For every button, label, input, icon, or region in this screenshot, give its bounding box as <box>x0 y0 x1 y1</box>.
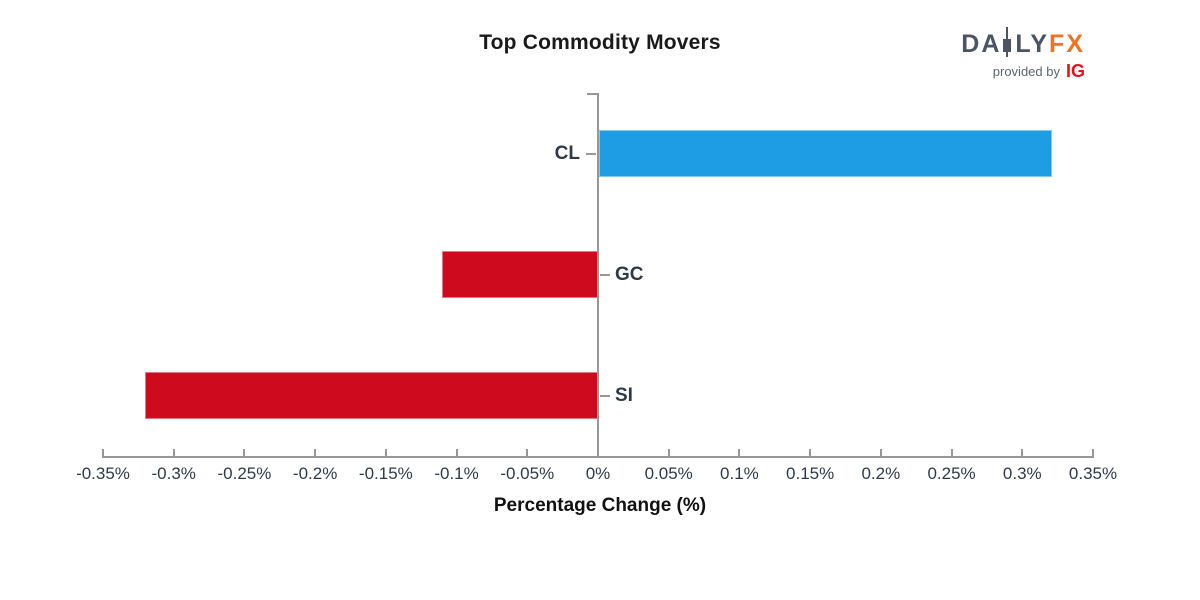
x-tick-label: -0.35% <box>76 464 130 483</box>
x-tick <box>738 449 741 456</box>
x-tick <box>950 449 953 456</box>
category-label-si: SI <box>615 385 633 406</box>
x-tick-label: -0.3% <box>151 464 196 483</box>
bar-cl <box>599 130 1052 177</box>
category-tick-cl <box>586 153 596 155</box>
dailyfx-logo: DA LY FX provided by IG <box>961 27 1085 82</box>
zero-axis-line <box>597 93 599 456</box>
x-tick <box>455 449 458 456</box>
provided-by-row: provided by IG <box>961 61 1085 82</box>
x-tick-label: 0% <box>585 464 611 483</box>
x-tick <box>384 449 387 456</box>
x-tick-label: -0.05% <box>500 464 555 483</box>
x-tick-label: -0.15% <box>358 464 413 483</box>
category-tick-gc <box>600 274 610 276</box>
x-tick <box>809 449 812 456</box>
x-tick <box>243 449 246 456</box>
candle-body <box>1003 39 1012 52</box>
zero-axis-top-tick <box>587 93 597 95</box>
x-tick-label: 0.3% <box>1002 464 1042 483</box>
x-tick-label: 0.2% <box>861 464 901 483</box>
bar-si <box>145 372 598 419</box>
category-tick-si <box>600 395 610 397</box>
logo-text-ly: LY <box>1015 30 1050 58</box>
chart-title: Top Commodity Movers <box>479 31 721 54</box>
category-label-cl: CL <box>554 143 580 164</box>
dailyfx-wordmark: DA LY FX <box>961 27 1085 57</box>
logo-text-fx: FX <box>1049 30 1085 58</box>
category-label-gc: GC <box>615 264 644 285</box>
x-axis-label: Percentage Change (%) <box>493 495 707 516</box>
x-tick-label: 0.25% <box>927 464 976 483</box>
x-tick-label: -0.1% <box>434 464 479 483</box>
logo-text-da: DA <box>961 30 1002 58</box>
provided-by-text: provided by <box>992 64 1060 79</box>
x-tick-label: -0.2% <box>292 464 338 483</box>
x-tick-label: 0.05% <box>644 464 693 483</box>
candlestick-icon <box>1002 27 1012 57</box>
x-tick-label: -0.25% <box>217 464 272 483</box>
x-tick-label: 0.15% <box>786 464 835 483</box>
x-tick <box>879 449 882 456</box>
x-tick <box>1092 449 1094 456</box>
x-tick-label: 0.35% <box>1068 464 1118 483</box>
x-axis-line <box>102 456 1094 458</box>
x-tick <box>314 449 317 456</box>
x-tick <box>172 449 175 456</box>
x-tick <box>102 449 104 456</box>
x-tick <box>526 449 529 456</box>
bar-gc <box>442 251 598 298</box>
ig-logo: IG <box>1065 61 1085 81</box>
x-tick <box>1021 449 1024 456</box>
x-tick <box>667 449 670 456</box>
x-tick-label: 0.1% <box>720 464 759 483</box>
